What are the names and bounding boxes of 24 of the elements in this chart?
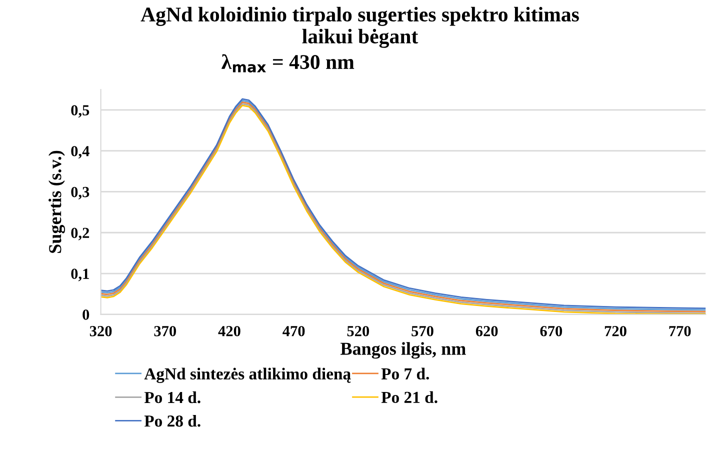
x-tick-label: 520 (347, 326, 370, 336)
y-tick-label: 0,1 (71, 268, 89, 282)
y-tick-label: 0,4 (71, 146, 90, 159)
x-tick-label: 320 (90, 326, 112, 336)
legend-label: Po 7 d. (381, 368, 429, 380)
x-tick-label: 420 (218, 326, 240, 336)
y-tick-label: 0,5 (71, 105, 90, 118)
legend-label: Po 21 d. (381, 391, 438, 404)
x-tick-label: 620 (476, 326, 498, 336)
legend-label: Po 14 d. (144, 391, 200, 404)
x-tick-label: 670 (540, 326, 562, 336)
chart-subtitle: λ$_{max}$ = 430 nm (222, 54, 354, 73)
y-tick-label: 0,3 (71, 186, 90, 200)
x-tick-label: 570 (412, 326, 434, 336)
x-tick-label: 720 (604, 326, 626, 336)
legend-label: Po 28 d. (144, 414, 200, 427)
y-tick-label: 0,2 (71, 228, 90, 240)
y-tick-label: 0 (82, 310, 90, 320)
x-axis-title: Bangos ilgis, nm (340, 342, 466, 359)
x-tick-label: 770 (669, 326, 691, 336)
legend-label: AgNd sintezės atlikimo dieną (144, 368, 351, 383)
y-axis-title: Sugertis (s.v.) (48, 150, 66, 253)
x-tick-label: 470 (282, 326, 305, 336)
x-tick-label: 370 (154, 326, 176, 336)
